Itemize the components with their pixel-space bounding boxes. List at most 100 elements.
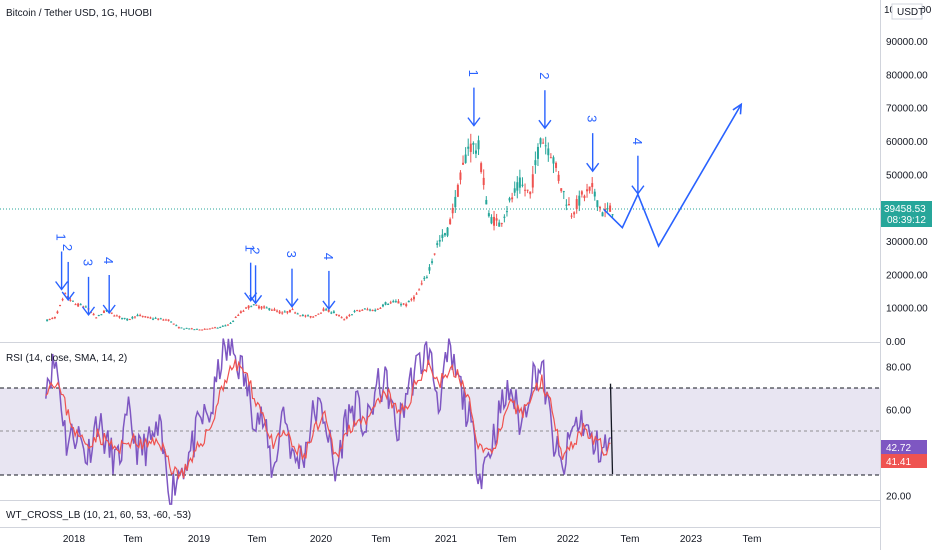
last-price-tag [881,201,932,227]
price-tick-label: 0.00 [886,337,906,348]
candle-body [438,239,441,242]
wt-title: WT_CROSS_LB (10, 21, 60, 53, -60, -53) [6,510,191,521]
candle-body [131,316,134,319]
candle-body [511,197,514,200]
candle-body [304,315,307,317]
candle-body [167,319,170,321]
candle-body [172,323,175,325]
candle-body [366,309,369,311]
candle-body [309,316,312,318]
wave-label: 2 [537,72,552,79]
candle-body [56,311,59,314]
time-tick-label: Tem [743,534,762,545]
candle-body [503,216,506,218]
candle-body [345,316,348,319]
candle-body [48,318,51,320]
candle-body [224,325,227,327]
currency-badge[interactable] [891,3,923,20]
candle-body [389,302,392,304]
candle-body [317,313,320,315]
candle-body [312,316,315,318]
wave-arrowhead [244,292,258,302]
candle-body [482,177,485,186]
candle-body [467,146,470,149]
candle-body [454,196,457,208]
time-tick-label: Tem [124,534,143,545]
candle-body [555,162,558,168]
time-tick-label: Tem [248,534,267,545]
candle-body [139,315,142,317]
candle-body [276,310,279,312]
candle-body [521,184,524,186]
candle-body [299,315,302,317]
candle-body [361,309,364,311]
rsi-axis-ticks: 80.00 60.00 20.00 [886,363,911,503]
candle-body [159,318,162,320]
candle-body [170,321,173,323]
wave-arrowhead [322,300,336,311]
candle-body [379,307,382,309]
candle-body [552,157,555,164]
wave-arrowhead [248,294,263,305]
candle-body [325,309,328,311]
candle-body [425,276,428,278]
candle-body [348,314,351,316]
candle-body [221,325,224,327]
candle-body [322,308,325,311]
candle-body [591,183,594,188]
candle-body [433,253,436,255]
candle-body [549,157,552,159]
candle-body [118,316,121,318]
candle-body [570,215,573,217]
candle-body [412,296,415,300]
candle-body [490,217,493,224]
candle-body [381,304,384,307]
candle-body [128,319,131,321]
candle-body [565,204,568,206]
candle-body [601,212,604,217]
candle-body [441,234,444,239]
candle-body [500,223,503,225]
candle-body [71,300,74,302]
candle-body [431,261,434,263]
candle-body [557,174,560,181]
candle-body [152,318,155,320]
candle-body [183,328,186,330]
candle-body [371,309,374,312]
price-pane[interactable] [0,0,880,342]
rsi-ma-value: 41.41 [886,457,911,468]
rsi-last-bar [609,383,614,475]
wave-label: 1 [243,245,258,252]
candle-body [294,312,297,314]
candle-body [263,306,266,308]
candle-body [469,143,472,152]
candle-body [464,154,467,163]
candle-body [79,304,82,306]
candle-body [281,312,284,314]
candle-body [61,299,64,301]
candle-body [588,186,591,191]
candle-body [141,315,144,317]
price-tick-label: 20000.00 [886,270,928,281]
time-tick-label: 2020 [310,534,333,545]
candle-body [531,174,534,188]
rsi-ma-line [45,359,611,480]
rsi-ma-value-tag [881,454,927,468]
candle-body [113,315,116,317]
candle-body [356,310,359,312]
time-tick-label: 2019 [188,534,211,545]
time-tick-label: 2018 [63,534,86,545]
price-tick-label: 10000.00 [886,304,928,315]
candle-body [247,305,250,309]
candle-body [162,319,165,321]
candle-body [268,308,271,310]
candle-body [291,309,294,311]
candle-body [474,150,477,154]
candle-body [451,207,454,214]
candle-body [211,327,214,329]
candle-body [611,214,614,216]
candle-body [547,148,550,156]
candle-body [384,302,387,305]
